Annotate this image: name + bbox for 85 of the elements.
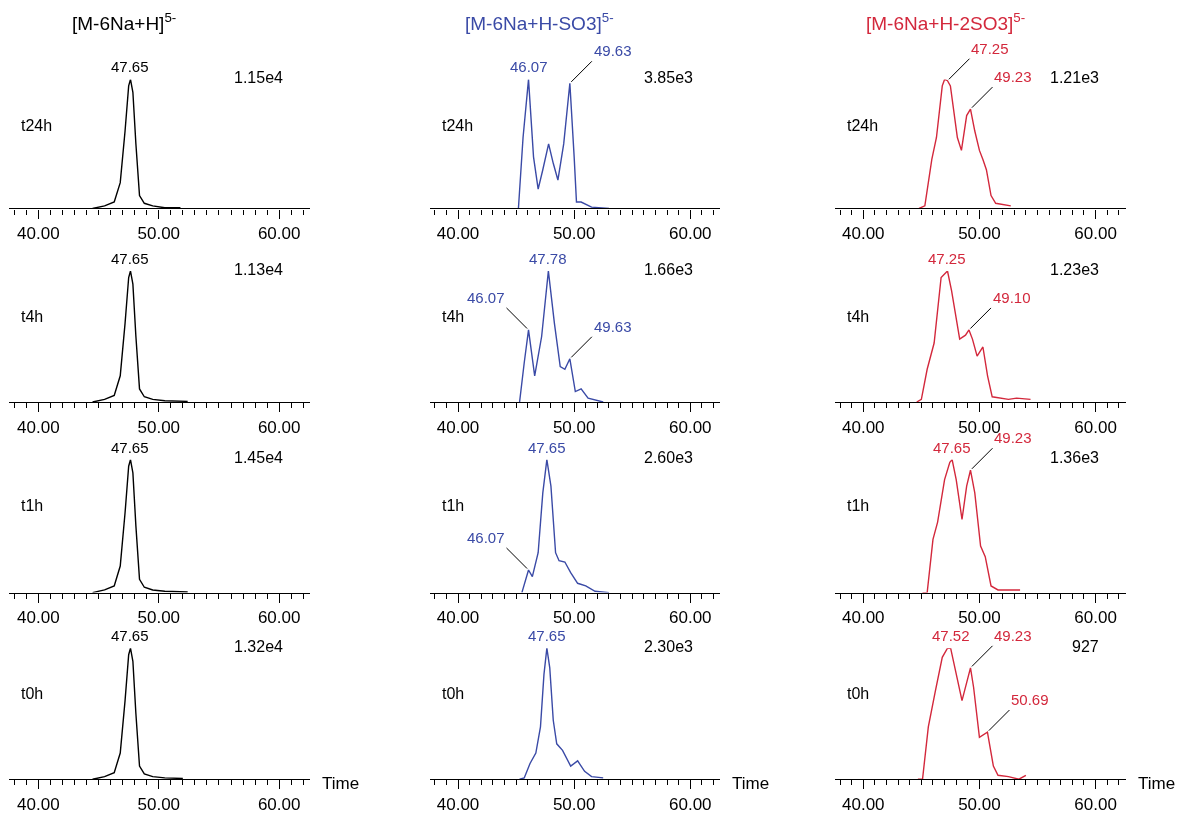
annotation: 47.65 — [111, 58, 149, 75]
annotation: 1.15e4 — [234, 69, 284, 86]
annotation: 47.25 — [971, 40, 1009, 57]
y-axis-title: t1h — [21, 497, 44, 514]
annotation: 47.65 — [528, 439, 566, 456]
x-tick-label: 50.00 — [552, 794, 596, 814]
y-axis-title: t1h — [442, 497, 465, 514]
annotation: 47.25 — [928, 250, 966, 267]
chart-title: [M-6Na+H-SO3]$^{5-}$ — [465, 10, 614, 34]
x-tick-label: 50.00 — [552, 417, 596, 437]
x-tick-label: 60.00 — [669, 417, 712, 437]
x-tick-label: 50.00 — [137, 417, 181, 437]
x-tick-label: 50.00 — [137, 608, 181, 628]
x-tick-label: 60.00 — [1074, 417, 1117, 437]
annotation: 2.60e3 — [644, 449, 694, 466]
y-axis-title: t0h — [21, 685, 44, 702]
x-tick-label: 40.00 — [436, 608, 480, 628]
x-tick-label: 50.00 — [552, 608, 596, 628]
x-tick-label: 50.00 — [137, 794, 181, 814]
y-axis-title: t4h — [442, 308, 465, 325]
annotation: 47.78 — [529, 250, 567, 267]
annotation: 3.85e3 — [644, 69, 694, 86]
y-axis-title: t24h — [847, 117, 879, 134]
y-axis-title: t24h — [442, 117, 474, 134]
x-tick-label: 40.00 — [17, 608, 60, 628]
x-tick-label: 40.00 — [436, 224, 480, 243]
annotation: 1.45e4 — [234, 449, 284, 466]
x-tick-label: 50.00 — [137, 224, 181, 243]
x-tick-label: 60.00 — [257, 608, 301, 628]
y-axis-title: t0h — [847, 685, 870, 702]
annotation: 46.07 — [510, 58, 548, 75]
x-tick-label: 60.00 — [257, 224, 301, 243]
y-axis-title: t1h — [847, 497, 870, 514]
annotation: 1.23e3 — [1050, 261, 1100, 278]
annotation: 49.63 — [594, 42, 632, 59]
annotation: 47.65 — [528, 627, 566, 644]
x-tick-label: 60.00 — [669, 794, 712, 814]
x-tick-label: 40.00 — [842, 224, 885, 243]
y-axis-title: t24h — [21, 117, 53, 134]
annotation: 49.10 — [993, 289, 1031, 306]
y-axis-title: t0h — [442, 685, 465, 702]
annotation: 1.66e3 — [644, 261, 694, 278]
annotation: 47.65 — [111, 250, 149, 267]
annotation: 49.63 — [594, 318, 632, 335]
x-axis-title: Time — [732, 774, 770, 793]
x-tick-label: 40.00 — [17, 794, 60, 814]
annotation: 46.07 — [467, 289, 505, 306]
annotation: 1.13e4 — [234, 261, 284, 278]
chart-title: [M-6Na+H-2SO3]$^{5-}$ — [866, 10, 1026, 34]
x-tick-label: 60.00 — [1074, 224, 1117, 243]
chart-title: [M-6Na+H]$^{5-}$ — [72, 10, 177, 34]
x-tick-label: 40.00 — [17, 224, 60, 243]
y-axis-title: t4h — [21, 308, 44, 325]
annotation: 1.21e3 — [1050, 69, 1100, 86]
x-tick-label: 40.00 — [17, 417, 60, 437]
x-tick-label: 40.00 — [842, 417, 885, 437]
annotation: 47.65 — [111, 627, 149, 644]
x-tick-label: 50.00 — [958, 794, 1001, 814]
annotation: 47.65 — [933, 439, 971, 456]
x-tick-label: 60.00 — [257, 794, 301, 814]
x-tick-label: 60.00 — [257, 417, 301, 437]
x-tick-label: 40.00 — [436, 417, 480, 437]
annotation: 47.52 — [932, 627, 970, 644]
x-axis-title: Time — [1138, 774, 1176, 793]
annotation: 1.32e4 — [234, 638, 284, 655]
annotation: 50.69 — [1011, 691, 1049, 708]
annotation: 2.30e3 — [644, 638, 694, 655]
x-tick-label: 50.00 — [958, 224, 1001, 243]
annotation: 1.36e3 — [1050, 449, 1100, 466]
x-tick-label: 60.00 — [1074, 608, 1117, 628]
x-tick-label: 60.00 — [1074, 794, 1117, 814]
annotation: 47.65 — [111, 439, 149, 456]
x-tick-label: 60.00 — [669, 608, 712, 628]
x-tick-label: 40.00 — [842, 794, 885, 814]
x-tick-label: 60.00 — [669, 224, 712, 243]
annotation: 49.23 — [994, 68, 1032, 85]
y-axis-title: t4h — [847, 308, 870, 325]
annotation: 49.23 — [994, 627, 1032, 644]
annotation: 46.07 — [467, 529, 505, 546]
x-tick-label: 40.00 — [436, 794, 480, 814]
x-tick-label: 40.00 — [842, 608, 885, 628]
x-tick-label: 50.00 — [552, 224, 596, 243]
x-axis-title: Time — [322, 774, 360, 793]
x-tick-label: 50.00 — [958, 608, 1001, 628]
annotation: 927 — [1072, 638, 1099, 655]
